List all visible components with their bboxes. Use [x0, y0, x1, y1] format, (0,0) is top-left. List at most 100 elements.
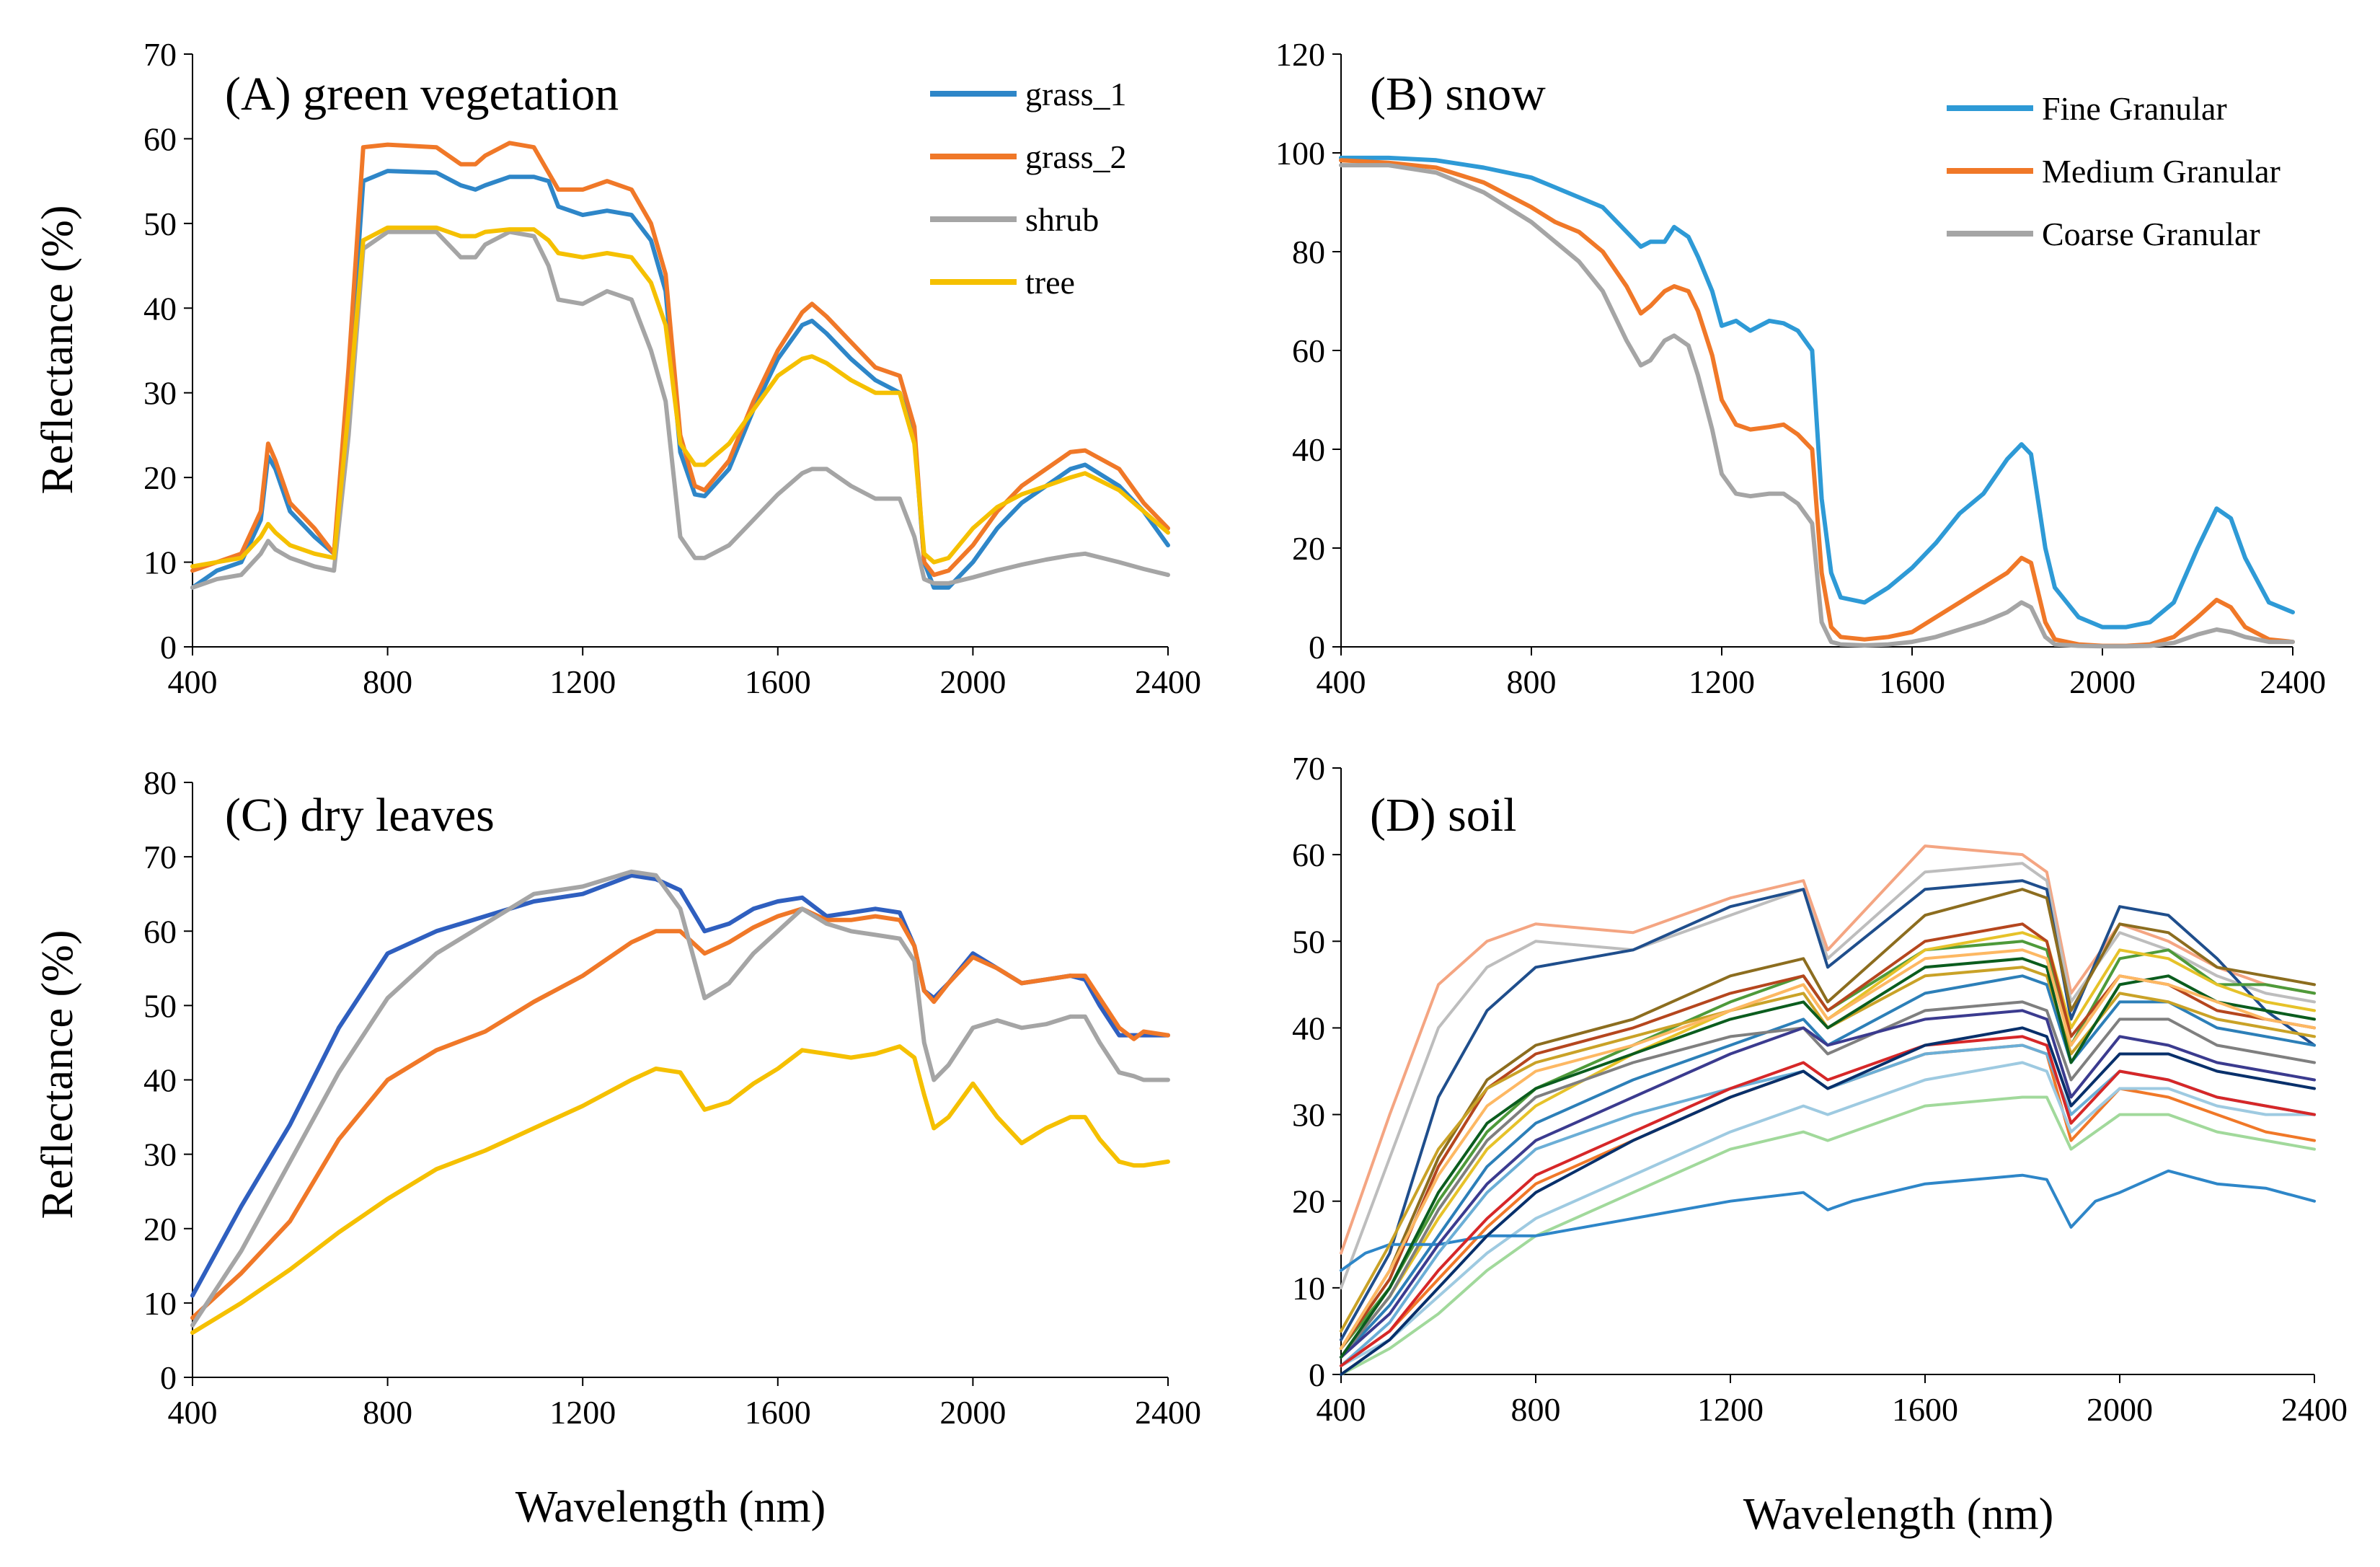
- series-group: [190, 141, 1170, 590]
- legend-label-tree: tree: [1025, 264, 1075, 301]
- y-tick-label: 40: [1292, 1010, 1325, 1046]
- y-tick-label: 60: [143, 913, 177, 950]
- y-tick-label: 20: [143, 1211, 177, 1248]
- y-tick-label: 120: [1275, 36, 1325, 73]
- series-line-soil-19: [1340, 948, 2316, 1350]
- x-tick-label: 400: [1317, 663, 1366, 700]
- series-line-gray: [190, 869, 1170, 1328]
- series-line-soil-15: [1340, 966, 2316, 1333]
- x-tick-label: 1600: [1892, 1391, 1958, 1428]
- x-tick-label: 800: [363, 663, 412, 700]
- y-tick-label: 0: [160, 1359, 177, 1396]
- y-tick-label: 70: [1292, 750, 1325, 787]
- panel-title-dry-leaves: (C) dry leaves: [225, 789, 495, 842]
- x-axis-title-left: Wavelength (nm): [516, 1483, 826, 1532]
- series-line-coarse-granular: [1339, 163, 2295, 649]
- x-tick-label: 800: [363, 1394, 412, 1431]
- series-line-soil-16: [1340, 1009, 2316, 1359]
- series-line-soil-18: [1340, 957, 2316, 1359]
- y-tick-label: 40: [143, 1062, 177, 1099]
- x-tick-label: 2400: [2260, 663, 2326, 700]
- x-tick-label: 400: [168, 1394, 218, 1431]
- y-tick-label: 0: [160, 629, 177, 666]
- panel-title-snow: (B) snow: [1370, 68, 1546, 120]
- y-tick-label: 0: [1309, 1356, 1325, 1393]
- x-tick-label: 400: [168, 663, 218, 700]
- series-line-soil-13: [1340, 1169, 2316, 1272]
- series-line-soil-05: [1340, 940, 2316, 1350]
- y-tick-label: 80: [1292, 234, 1325, 270]
- series-group: [1340, 844, 2316, 1376]
- legend-label-grass-1: grass_1: [1025, 76, 1127, 112]
- x-tick-label: 1200: [1689, 663, 1755, 700]
- series-line-soil-06: [1340, 931, 2316, 1359]
- y-tick-label: 30: [143, 375, 177, 412]
- series-line-soil-11: [1340, 1061, 2316, 1367]
- series-group: [1339, 155, 2295, 649]
- y-tick-label: 50: [143, 987, 177, 1024]
- y-tick-label: 60: [143, 120, 177, 157]
- x-tick-label: 2400: [2281, 1391, 2348, 1428]
- legend: Fine Granular Medium Granular Coarse Granu…: [1947, 90, 2281, 252]
- x-tick-label: 2400: [1135, 663, 1201, 700]
- y-tick-label: 50: [1292, 923, 1325, 960]
- y-tick-label: 60: [1292, 332, 1325, 369]
- x-tick-label: 800: [1507, 663, 1557, 700]
- x-tick-label: 2400: [1135, 1394, 1201, 1431]
- y-tick-label: 40: [1292, 431, 1325, 468]
- y-tick-label: 10: [1292, 1270, 1325, 1307]
- x-tick-label: 1600: [745, 663, 811, 700]
- legend-label-shrub: shrub: [1025, 201, 1099, 238]
- series-line-yellow: [190, 1044, 1170, 1336]
- panel-dry-leaves: (C) dry leaves 0 10 20 30 40 50 60 70 80 400 800 12…: [143, 764, 1201, 1431]
- x-tick-label: 400: [1317, 1391, 1366, 1428]
- y-tick-label: 100: [1275, 135, 1325, 172]
- y-tick-label: 70: [143, 36, 177, 73]
- x-axis-title-right: Wavelength (nm): [1743, 1490, 2054, 1539]
- x-tick-label: 2000: [2087, 1391, 2153, 1428]
- legend-label-coarse-granular: Coarse Granular: [2042, 216, 2260, 252]
- y-tick-label: 30: [1292, 1097, 1325, 1134]
- series-line-soil-04: [1340, 888, 2316, 1350]
- series-line-soil-01: [1340, 844, 2316, 1255]
- y-tick-label: 70: [143, 839, 177, 875]
- series-line-soil-12: [1340, 1095, 2316, 1376]
- series-line-soil-20: [1340, 1026, 2316, 1376]
- legend-label-medium-granular: Medium Granular: [2042, 153, 2281, 190]
- y-axis-title-top: Reflectance (%): [33, 205, 82, 494]
- x-tick-label: 1200: [1697, 1391, 1764, 1428]
- y-tick-label: 20: [1292, 1183, 1325, 1220]
- y-tick-label: 10: [143, 1285, 177, 1322]
- panel-soil: (D) soil 0 10 20 30 40 50 60 70 400 800 1200 1600 20…: [1292, 750, 2348, 1428]
- panel-snow: (B) snow 0 20 40 60 80 100 120 400 800 1200 1600 20…: [1275, 36, 2326, 700]
- panel-title-soil: (D) soil: [1370, 789, 1516, 842]
- legend-label-fine-granular: Fine Granular: [2042, 90, 2227, 127]
- series-line-orange: [190, 906, 1170, 1320]
- y-tick-label: 20: [143, 459, 177, 496]
- y-tick-label: 50: [143, 206, 177, 242]
- series-line-fine-granular: [1339, 155, 2295, 630]
- panel-title-green-vegetation: (A) green vegetation: [225, 68, 619, 120]
- series-line-tree: [190, 225, 1170, 569]
- y-tick-label: 40: [143, 290, 177, 327]
- x-tick-label: 1600: [745, 1394, 811, 1431]
- y-tick-label: 60: [1292, 837, 1325, 873]
- x-tick-label: 1200: [549, 1394, 616, 1431]
- y-tick-label: 10: [143, 544, 177, 581]
- y-tick-label: 30: [143, 1136, 177, 1173]
- x-tick-label: 2000: [939, 1394, 1006, 1431]
- series-group: [190, 869, 1170, 1336]
- legend-label-grass-2: grass_2: [1025, 138, 1127, 175]
- x-tick-label: 1200: [549, 663, 616, 700]
- series-line-soil-03: [1340, 879, 2316, 1341]
- x-tick-label: 800: [1511, 1391, 1561, 1428]
- y-axis-title-bottom: Reflectance (%): [33, 930, 82, 1219]
- y-tick-label: 80: [143, 764, 177, 801]
- x-tick-label: 2000: [939, 663, 1006, 700]
- y-tick-label: 20: [1292, 530, 1325, 567]
- x-tick-label: 1600: [1879, 663, 1945, 700]
- x-tick-label: 2000: [2069, 663, 2136, 700]
